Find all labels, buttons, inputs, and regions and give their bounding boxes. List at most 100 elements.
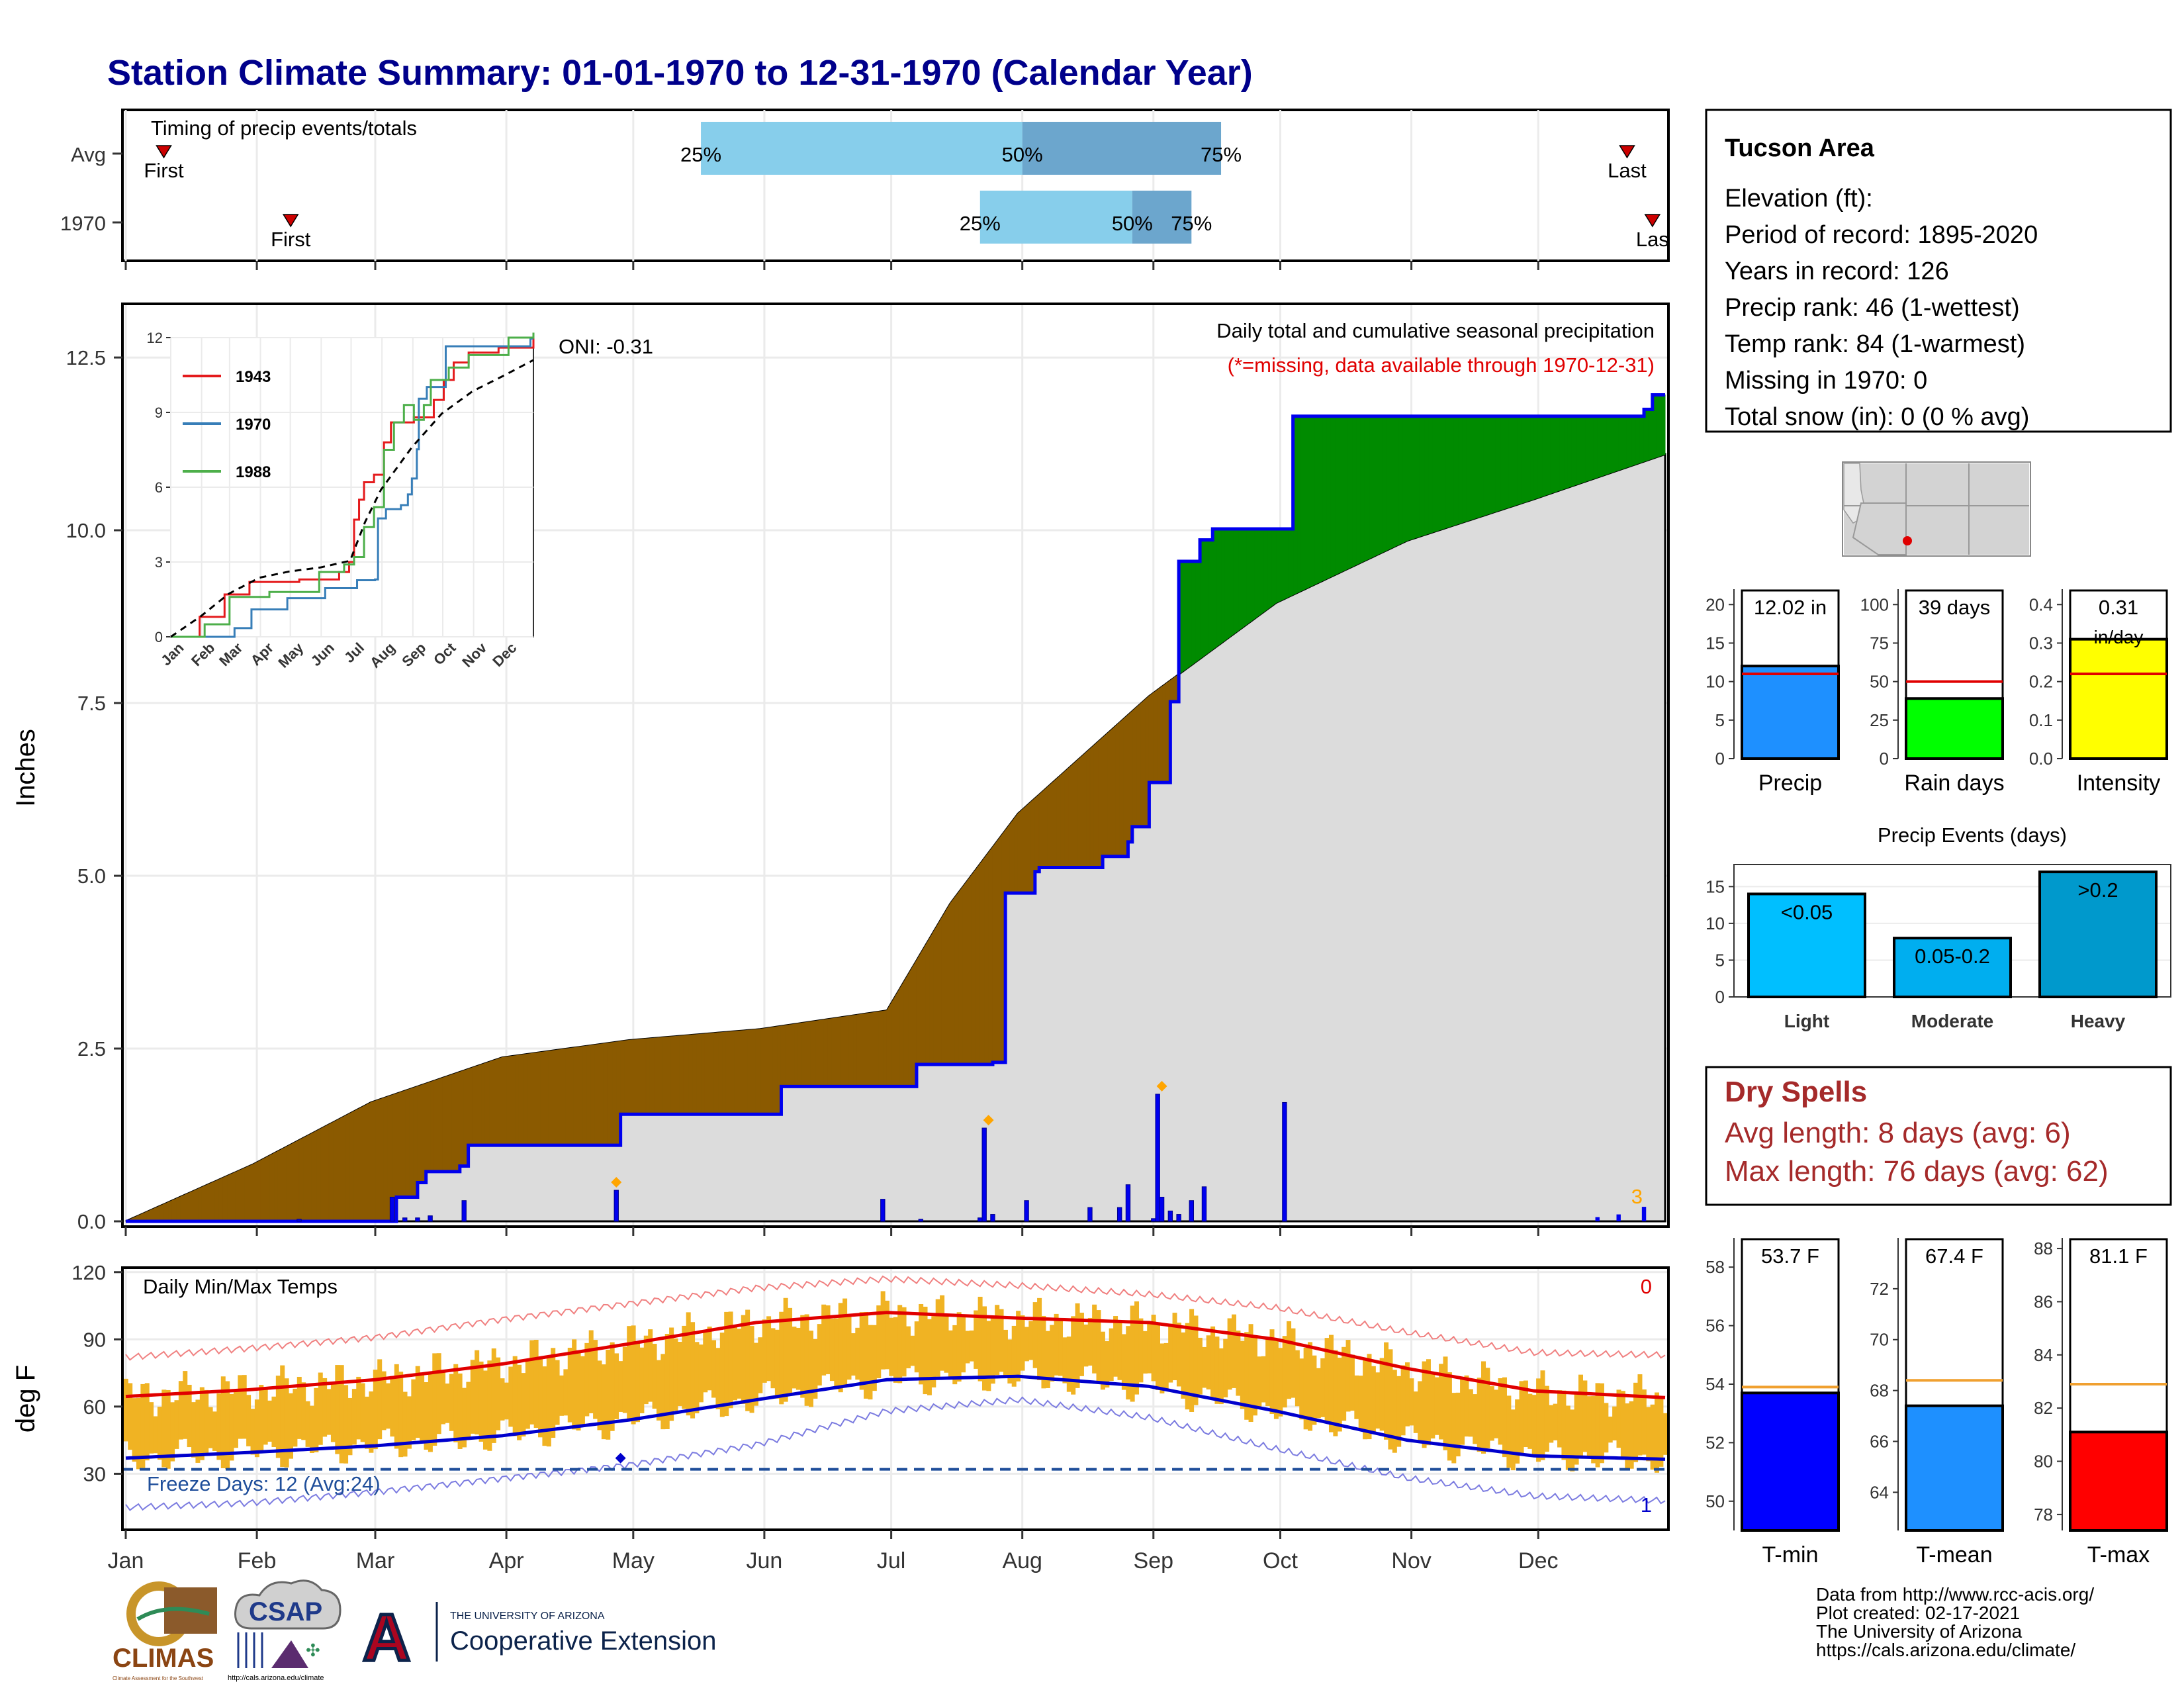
daily-temp-bar	[567, 1347, 572, 1423]
anomaly-segment	[649, 1037, 655, 1115]
anomaly-segment	[413, 1086, 418, 1197]
daily-temp-bar	[360, 1383, 365, 1442]
extreme-day-marker	[1156, 1080, 1167, 1092]
daily-temp-bar	[995, 1305, 1000, 1376]
anomaly-segment	[861, 1013, 866, 1087]
daily-temp-bar	[1413, 1391, 1418, 1433]
daily-temp-bar	[1489, 1386, 1494, 1441]
daily-temp-bar	[1426, 1359, 1431, 1446]
anomaly-segment	[1314, 416, 1319, 586]
daily-temp-bar	[1328, 1335, 1334, 1432]
daily-temp-bar	[1477, 1378, 1482, 1452]
summary-frame	[1705, 109, 2172, 433]
daily-temp-bar	[1096, 1310, 1101, 1384]
daily-temp-bar	[1434, 1377, 1439, 1435]
daily-temp-bar	[1100, 1331, 1105, 1390]
daily-temp-bar	[136, 1397, 141, 1470]
anomaly-segment	[1224, 528, 1230, 641]
daily-temp-bar	[551, 1348, 556, 1438]
daily-temp-bar	[1637, 1374, 1643, 1456]
anomaly-segment	[1474, 416, 1480, 520]
daily-precip-bar	[1616, 1214, 1621, 1221]
anomaly-segment	[523, 1053, 528, 1146]
daily-temp-bar	[788, 1307, 793, 1395]
events-x-label: Moderate	[1911, 1011, 1993, 1031]
daily-temp-bar	[128, 1383, 133, 1450]
daily-temp-bar	[208, 1407, 213, 1448]
daily-temp-bar	[885, 1300, 890, 1370]
daily-temp-bar	[296, 1376, 302, 1439]
anomaly-segment	[1300, 416, 1306, 592]
daily-temp-bar	[1481, 1361, 1486, 1454]
anomaly-segment	[1647, 408, 1653, 461]
mini-value-label: 12.02 in	[1754, 596, 1827, 619]
daily-temp-bar	[694, 1342, 700, 1414]
ua-line1: THE UNIVERSITY OF ARIZONA	[450, 1611, 605, 1622]
month-axis: Jan Feb Mar Apr May Jun Jul Aug Sep Oct Nov Dec	[108, 1530, 1559, 1573]
anomaly-segment	[1432, 416, 1437, 533]
normal-tmin-line	[125, 1374, 1666, 1461]
daily-temp-bar	[876, 1305, 882, 1378]
daily-temp-bar	[1308, 1342, 1313, 1431]
daily-temp-bar	[1464, 1375, 1469, 1437]
daily-temp-bar	[1439, 1364, 1444, 1440]
daily-temp-bar	[1570, 1409, 1575, 1472]
month-tick-label: Nov	[1391, 1548, 1431, 1573]
anomaly-segment	[569, 1047, 574, 1146]
anomaly-segment	[1580, 416, 1586, 484]
daily-temp-bar	[482, 1370, 488, 1450]
daily-temp-bar	[1050, 1325, 1055, 1382]
anomaly-segment	[599, 1043, 604, 1146]
daily-temp-bar	[1032, 1302, 1038, 1368]
mini-x-label: T-max	[2087, 1542, 2150, 1568]
anomaly-segment	[379, 1098, 385, 1222]
anomaly-segment	[353, 1108, 359, 1222]
anomaly-segment	[658, 1037, 664, 1115]
daily-temp-bar	[406, 1396, 412, 1449]
anomaly-segment	[1529, 416, 1535, 501]
anomaly-segment	[865, 1012, 871, 1087]
daily-precip-bar	[1176, 1214, 1181, 1222]
anomaly-segment	[476, 1064, 482, 1146]
mini-value-label: 0.31	[2099, 596, 2138, 619]
anomaly-segment	[794, 1023, 799, 1087]
anomaly-segment	[316, 1128, 321, 1222]
anomaly-segment	[451, 1072, 456, 1172]
anomaly-segment	[1127, 710, 1133, 843]
anomaly-segment	[1567, 416, 1572, 489]
daily-temp-bar	[753, 1342, 758, 1406]
daily-temp-bar	[254, 1399, 259, 1458]
daily-temp-bar	[263, 1387, 268, 1445]
daily-temp-bar	[1591, 1396, 1596, 1464]
anomaly-segment	[218, 1177, 224, 1222]
daily-temp-bar	[478, 1361, 484, 1442]
anomaly-segment	[1119, 718, 1124, 857]
daily-temp-bar	[728, 1311, 733, 1409]
anomaly-segment	[594, 1044, 600, 1146]
daily-temp-bar	[1616, 1389, 1621, 1448]
summary-box: Tucson Area Elevation (ft): Period of re…	[1705, 109, 2172, 433]
anomaly-segment	[903, 973, 909, 1087]
anomaly-segment	[1060, 771, 1066, 868]
daily-temp-bar	[940, 1295, 945, 1371]
daily-temp-bar	[1147, 1323, 1152, 1374]
anomaly-segment	[637, 1039, 643, 1115]
anomaly-segment	[958, 885, 964, 1065]
anomaly-segment	[768, 1027, 774, 1115]
daily-temp-bar	[783, 1297, 788, 1402]
anomaly-segment	[552, 1049, 558, 1146]
anomaly-segment	[1424, 416, 1429, 536]
daily-precip-bar	[1151, 1218, 1156, 1222]
daily-temp-bar	[1561, 1390, 1567, 1460]
mini-y-tick-label: 80	[2034, 1452, 2053, 1472]
daily-temp-bar	[1087, 1317, 1093, 1366]
events-y-tick-label: 0	[1715, 987, 1725, 1007]
first-label: First	[271, 228, 311, 251]
locator-map	[1842, 461, 2031, 557]
daily-temp-bar	[1185, 1323, 1190, 1410]
daily-temp-bar	[1320, 1358, 1326, 1417]
anomaly-segment	[1542, 416, 1547, 497]
anomaly-segment	[265, 1155, 270, 1222]
timing-bar-50-75	[1132, 191, 1192, 244]
anomaly-segment	[666, 1036, 672, 1115]
